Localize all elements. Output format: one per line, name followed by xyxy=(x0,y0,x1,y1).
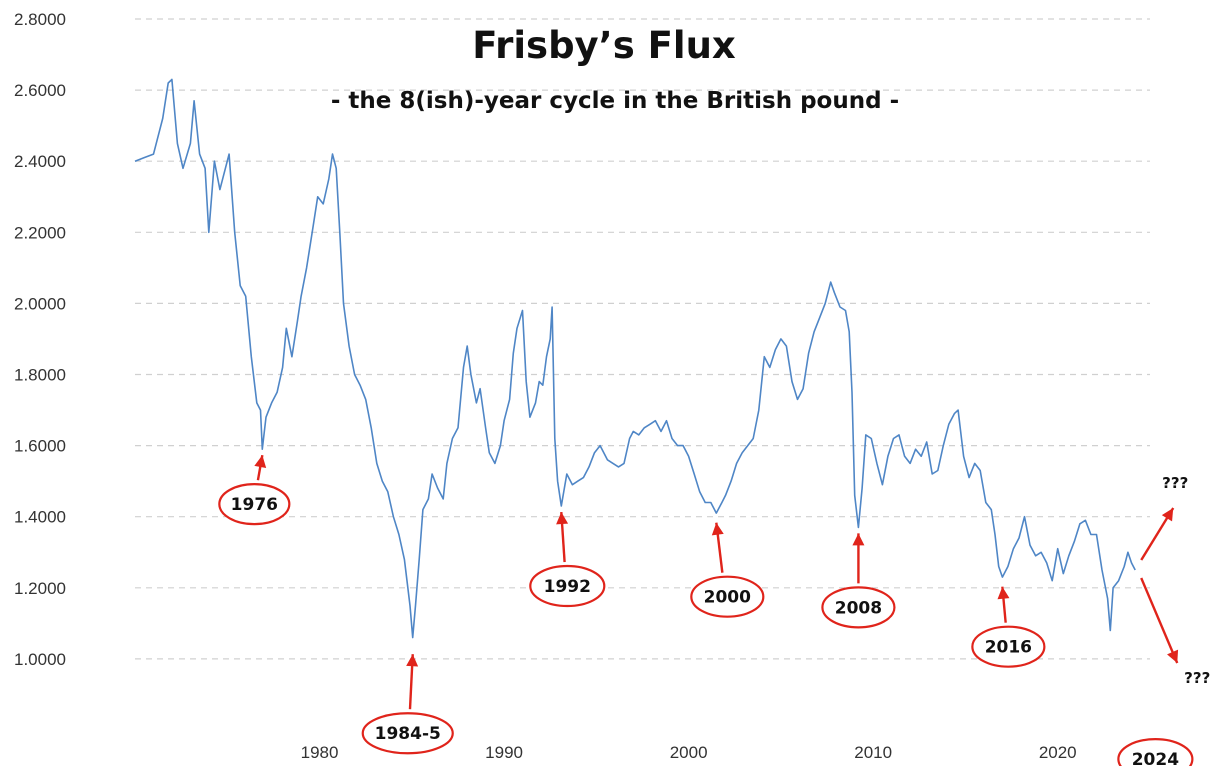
annotation-label: 1984-5 xyxy=(375,724,441,744)
x-axis-ticks: 1980 1990 2000 2010 2020 xyxy=(301,743,1077,762)
x-tick-label: 2000 xyxy=(670,743,708,762)
y-axis-ticks: 1.0000 1.2000 1.4000 1.6000 1.8000 2.0000 2.20… xyxy=(14,10,66,669)
annotation-ellipse xyxy=(218,483,291,526)
annotation-arrow xyxy=(997,586,1010,623)
annotation-arrow xyxy=(254,454,267,481)
projection-arrows: ?????? xyxy=(1140,474,1210,687)
annotation-ellipse xyxy=(971,625,1046,668)
annotation-1984-5: 1984-5 xyxy=(361,654,454,755)
y-tick-label: 2.2000 xyxy=(14,223,66,242)
y-tick-label: 1.8000 xyxy=(14,366,66,385)
annotation-ellipse xyxy=(361,712,454,755)
x-tick-label: 2010 xyxy=(854,743,892,762)
y-tick-label: 2.4000 xyxy=(14,152,66,171)
annotation-ellipse xyxy=(821,586,896,629)
annotation-label: 1992 xyxy=(544,577,591,597)
annotation-ellipse xyxy=(1117,738,1194,766)
x-tick-label: 1990 xyxy=(485,743,523,762)
annotation-label: 2016 xyxy=(985,638,1032,658)
chart-title: Frisby’s Flux xyxy=(472,24,736,67)
annotation-2000: 2000 xyxy=(690,522,765,618)
annotation-1992: 1992 xyxy=(529,511,606,608)
annotation-arrow xyxy=(406,654,419,710)
annotation-label: 2024 xyxy=(1132,750,1179,766)
projection-label: ??? xyxy=(1162,474,1188,492)
projection-arrow xyxy=(1140,507,1175,561)
y-tick-label: 1.6000 xyxy=(14,437,66,456)
y-tick-label: 2.6000 xyxy=(14,81,66,100)
annotation-ellipse xyxy=(529,564,606,608)
annotation-2008: 2008 xyxy=(821,533,896,629)
gbp-usd-series-line xyxy=(134,78,1136,639)
annotation-2016: 2016 xyxy=(971,586,1046,668)
y-tick-label: 2.8000 xyxy=(14,10,66,29)
x-tick-label: 2020 xyxy=(1039,743,1077,762)
y-tick-label: 1.2000 xyxy=(14,579,66,598)
annotation-2024: 2024 xyxy=(1117,738,1194,766)
cycle-annotations: 1976 1984-5 1992 2000 2008 2016 2024 xyxy=(218,454,1194,766)
projection-up: ??? xyxy=(1140,474,1188,561)
gridlines xyxy=(135,18,1150,660)
projection-down: ??? xyxy=(1140,577,1210,687)
annotation-arrow xyxy=(556,511,569,563)
annotation-ellipse xyxy=(690,575,765,618)
annotation-label: 2000 xyxy=(704,588,751,608)
chart-subtitle: - the 8(ish)-year cycle in the British p… xyxy=(331,88,899,114)
projection-arrow xyxy=(1140,577,1179,664)
y-tick-label: 1.4000 xyxy=(14,508,66,527)
annotation-arrow xyxy=(711,522,724,573)
annotation-label: 2008 xyxy=(835,598,882,618)
projection-label: ??? xyxy=(1184,669,1210,687)
y-tick-label: 1.0000 xyxy=(14,650,66,669)
annotation-label: 1976 xyxy=(231,495,278,515)
x-tick-label: 1980 xyxy=(301,743,339,762)
annotation-1976: 1976 xyxy=(218,454,291,526)
annotation-arrow xyxy=(852,533,865,584)
y-tick-label: 2.0000 xyxy=(14,294,66,313)
